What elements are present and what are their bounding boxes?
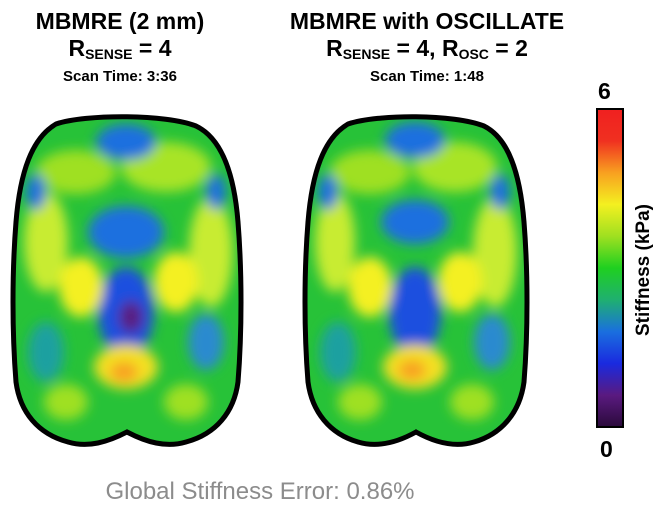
left-r-label: R — [68, 35, 86, 61]
right-r-value: = 4, R — [390, 35, 459, 61]
stiffness-colorbar — [596, 108, 624, 428]
global-error-caption: Global Stiffness Error: 0.86% — [105, 478, 415, 505]
right-r-sub2: OSC — [458, 46, 489, 62]
colorbar-min-label: 0 — [600, 436, 613, 462]
left-panel-heading: MBMRE (2 mm) — [35, 8, 205, 34]
right-panel-heading: MBMRE with OSCILLATE — [289, 8, 565, 34]
colorbar-title: Stiffness (kPa) — [633, 204, 654, 336]
left-scan-time: Scan Time: 3:36 — [63, 68, 177, 85]
colorbar-max-label: 6 — [598, 78, 611, 104]
right-r-label: R — [326, 35, 343, 61]
left-r-sub: SENSE — [85, 46, 133, 62]
right-brain-stiffness-map — [302, 114, 530, 447]
right-r-value2: = 2 — [488, 35, 528, 61]
right-scan-time: Scan Time: 1:48 — [370, 68, 484, 85]
right-panel-title: MBMRE with OSCILLATE RSENSE = 4, ROSC = … — [262, 8, 592, 86]
right-panel-r-factor: RSENSE = 4, ROSC = 2 — [262, 35, 592, 68]
left-brain-stiffness-map — [10, 114, 244, 447]
left-panel-title: MBMRE (2 mm) RSENSE = 4 Scan Time: 3:36 — [0, 8, 240, 86]
right-r-sub: SENSE — [342, 46, 391, 62]
left-panel-r-factor: RSENSE = 4 — [0, 35, 240, 68]
left-r-value: = 4 — [132, 35, 172, 61]
